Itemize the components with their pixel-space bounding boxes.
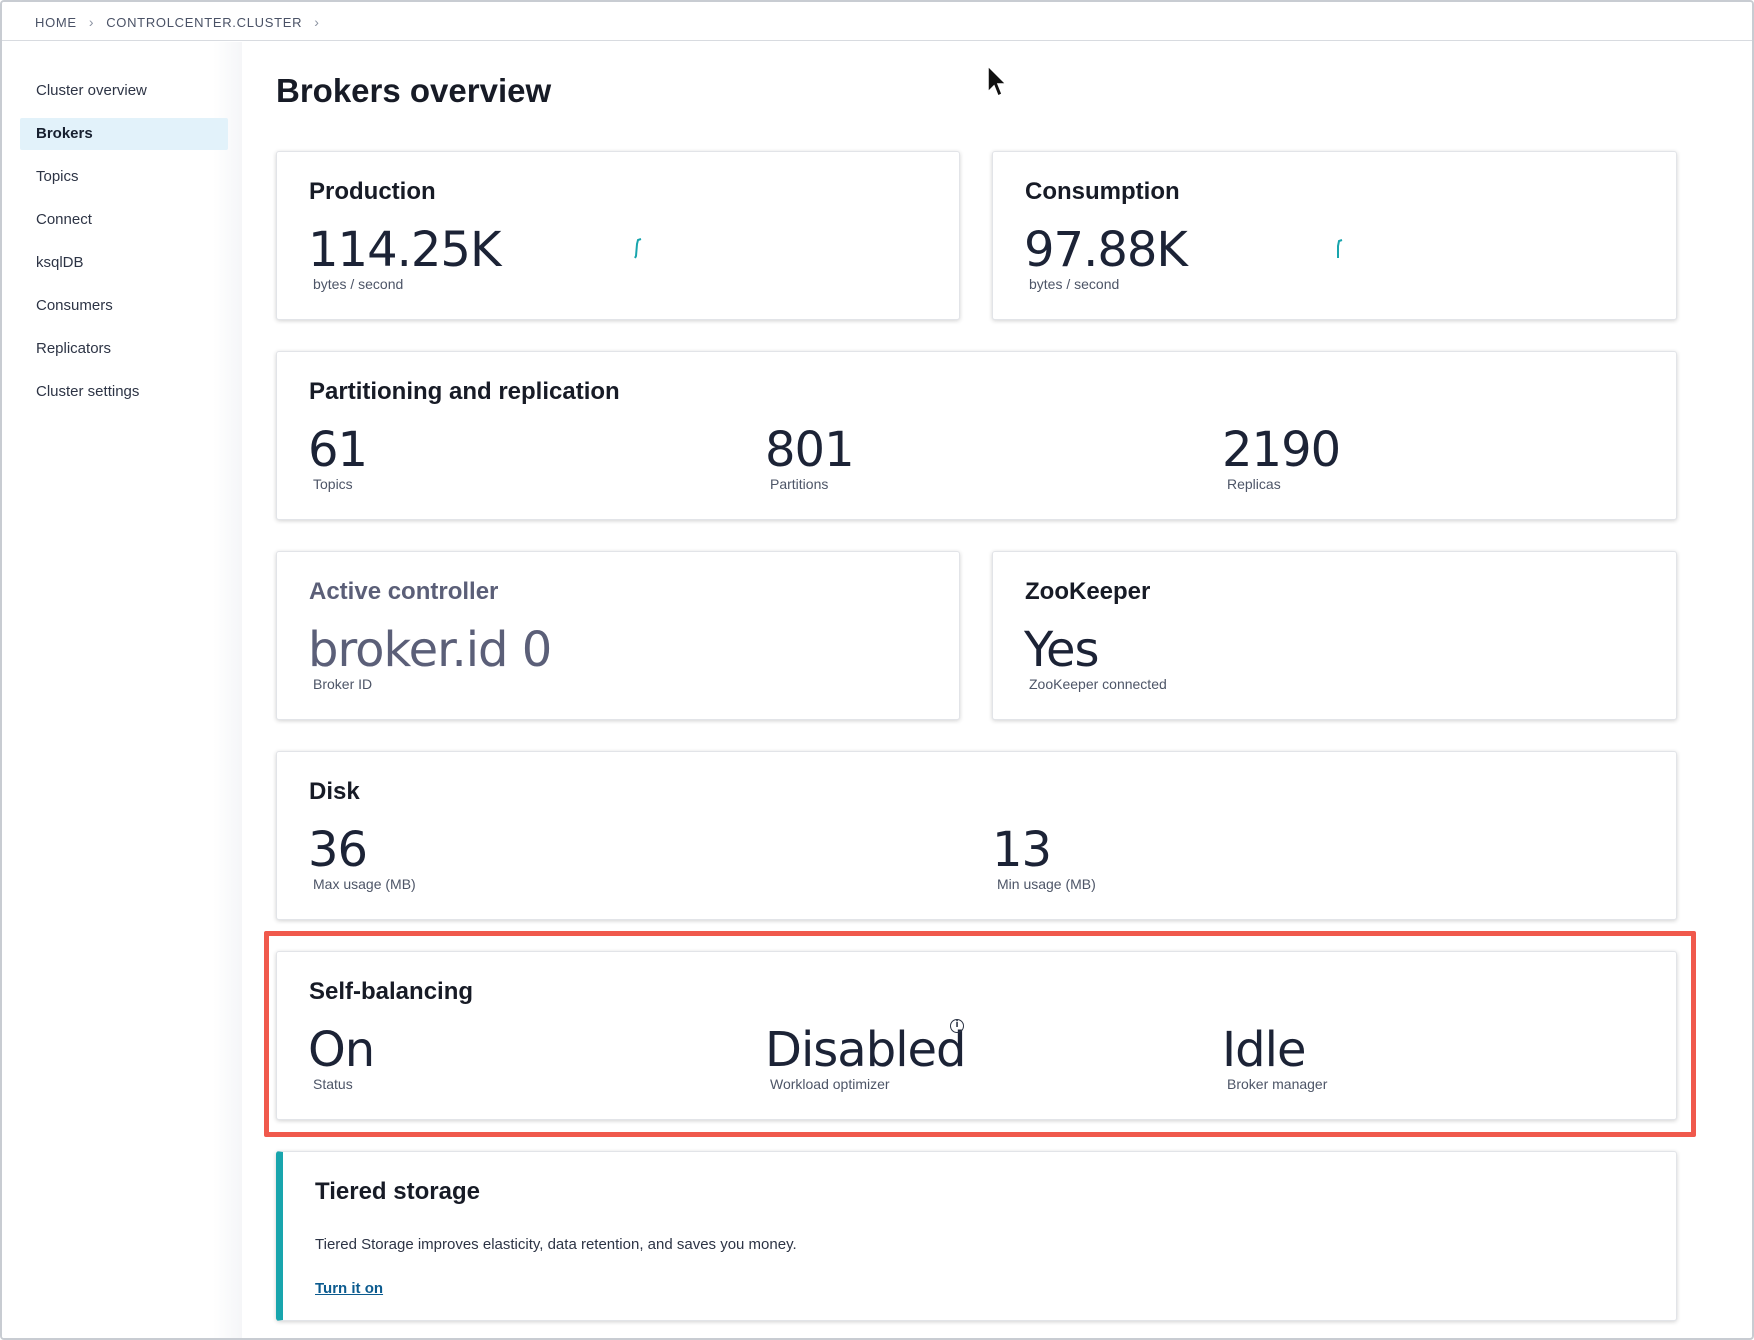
consumption-value: 97.88K: [1024, 222, 1188, 278]
sidebar-item-cluster-overview[interactable]: Cluster overview: [36, 82, 147, 99]
card-title: Production: [309, 178, 436, 205]
highlight-box: [264, 931, 1696, 1137]
sidebar-item-cluster-settings[interactable]: Cluster settings: [36, 383, 140, 400]
replicas-label: Replicas: [1227, 476, 1281, 492]
self-balancing-status-label: Status: [313, 1076, 353, 1092]
sidebar-nav: Cluster overview Brokers Topics Connect …: [20, 75, 228, 419]
sidebar-item-topics[interactable]: Topics: [36, 168, 79, 185]
mouse-cursor-icon: [987, 65, 1008, 98]
sidebar-item-ksqldb[interactable]: ksqlDB: [36, 254, 84, 271]
sidebar-item-replicators[interactable]: Replicators: [36, 340, 112, 357]
consumption-sparkline: [1337, 239, 1343, 258]
self-balancing-card[interactable]: Self-balancing On Status Disabled i Work…: [276, 951, 1677, 1120]
breadcrumb: HOME › CONTROLCENTER.CLUSTER ›: [35, 14, 320, 30]
consumption-unit: bytes / second: [1029, 276, 1120, 292]
sidebar-item-connect[interactable]: Connect: [36, 211, 92, 228]
card-title: ZooKeeper: [1025, 578, 1151, 605]
breadcrumb-separator: ›: [314, 14, 320, 30]
partitions-count: 801: [765, 422, 855, 478]
production-unit: bytes / second: [313, 276, 404, 292]
consumption-card[interactable]: Consumption 97.88K bytes / second: [992, 151, 1677, 320]
production-value: 114.25K: [308, 222, 501, 278]
card-title: Self-balancing: [309, 978, 474, 1005]
workload-optimizer-value: Disabled: [765, 1022, 967, 1078]
card-title: Active controller: [309, 578, 499, 605]
active-controller-card[interactable]: Active controller broker.id 0 Broker ID: [276, 551, 960, 720]
zookeeper-card[interactable]: ZooKeeper Yes ZooKeeper connected: [992, 551, 1677, 720]
info-icon[interactable]: i: [950, 1019, 964, 1033]
breadcrumb-home[interactable]: HOME: [35, 14, 77, 30]
topics-label: Topics: [313, 476, 353, 492]
broker-manager-label: Broker manager: [1227, 1076, 1328, 1092]
disk-max-label: Max usage (MB): [313, 876, 416, 892]
breadcrumb-cluster[interactable]: CONTROLCENTER.CLUSTER: [106, 14, 303, 30]
replicas-count: 2190: [1222, 422, 1341, 478]
self-balancing-status-value: On: [308, 1022, 375, 1078]
production-sparkline: [634, 238, 642, 259]
disk-min-label: Min usage (MB): [997, 876, 1096, 892]
card-title: Partitioning and replication: [309, 378, 620, 405]
topics-count: 61: [308, 422, 368, 478]
tiered-storage-description: Tiered Storage improves elasticity, data…: [315, 1236, 797, 1253]
workload-optimizer-label: Workload optimizer: [770, 1076, 890, 1092]
turn-it-on-link[interactable]: Turn it on: [315, 1280, 384, 1297]
card-title: Disk: [309, 778, 360, 805]
broker-manager-value: Idle: [1222, 1022, 1306, 1078]
breadcrumb-separator: ›: [88, 14, 95, 30]
partitions-label: Partitions: [770, 476, 829, 492]
sidebar-item-brokers[interactable]: Brokers: [20, 118, 228, 150]
card-title: Tiered storage: [315, 1178, 480, 1205]
partitioning-card[interactable]: Partitioning and replication 61 Topics 8…: [276, 351, 1677, 520]
sidebar-item-consumers[interactable]: Consumers: [36, 297, 113, 314]
disk-max-value: 36: [308, 822, 368, 878]
sidebar: Cluster overview Brokers Topics Connect …: [2, 42, 242, 1338]
disk-min-value: 13: [992, 822, 1052, 878]
zookeeper-value: Yes: [1024, 622, 1099, 678]
controller-label: Broker ID: [313, 676, 373, 692]
disk-card[interactable]: Disk 36 Max usage (MB) 13 Min usage (MB): [276, 751, 1677, 920]
tiered-storage-card: Tiered storage Tiered Storage improves e…: [276, 1151, 1677, 1321]
card-title: Consumption: [1025, 178, 1180, 205]
production-card[interactable]: Production 114.25K bytes / second: [276, 151, 960, 320]
controller-value: broker.id 0: [308, 622, 552, 678]
zookeeper-label: ZooKeeper connected: [1029, 676, 1167, 692]
page-title: Brokers overview: [276, 72, 552, 109]
top-bar: HOME › CONTROLCENTER.CLUSTER ›: [2, 2, 1752, 41]
